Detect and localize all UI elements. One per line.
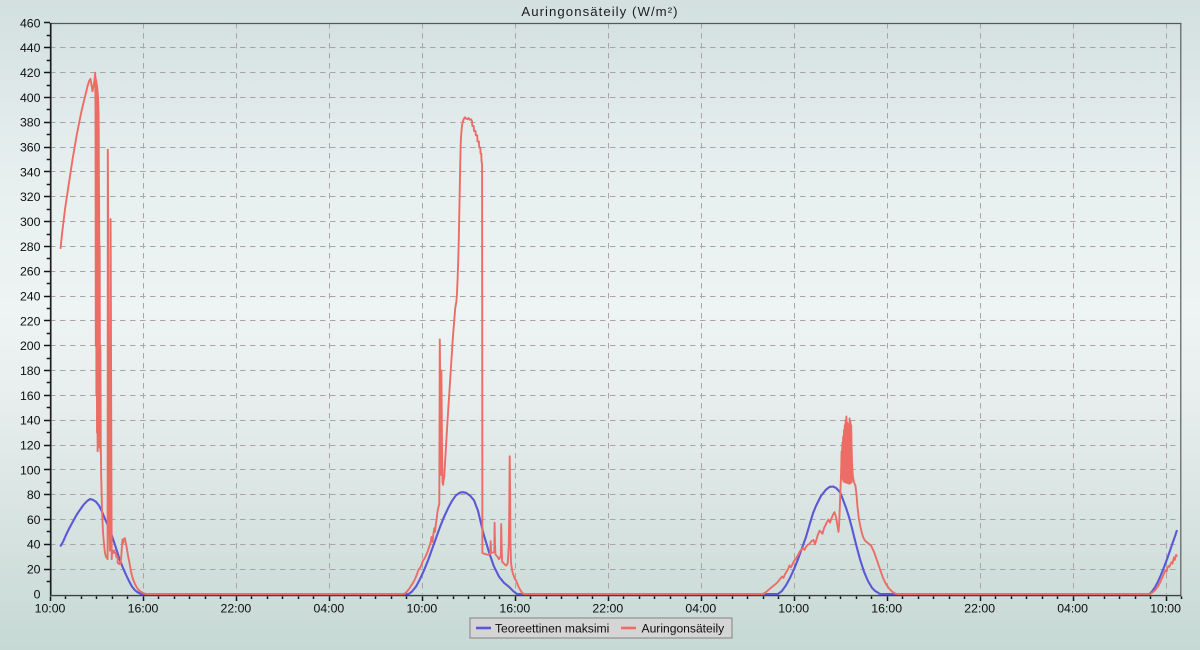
svg-text:420: 420: [20, 66, 41, 80]
svg-text:360: 360: [20, 141, 41, 155]
svg-text:16:00: 16:00: [128, 602, 159, 616]
svg-text:16:00: 16:00: [499, 602, 530, 616]
svg-text:40: 40: [27, 538, 41, 552]
svg-text:60: 60: [27, 513, 41, 527]
svg-text:320: 320: [20, 190, 41, 204]
svg-text:140: 140: [20, 414, 41, 428]
svg-text:400: 400: [20, 91, 41, 105]
svg-text:16:00: 16:00: [871, 602, 902, 616]
svg-text:Teoreettinen maksimi: Teoreettinen maksimi: [495, 621, 609, 635]
svg-text:22:00: 22:00: [221, 602, 252, 616]
svg-text:0: 0: [34, 587, 41, 601]
svg-text:10:00: 10:00: [1150, 602, 1181, 616]
svg-text:100: 100: [20, 463, 41, 477]
svg-text:300: 300: [20, 215, 41, 229]
svg-text:200: 200: [20, 339, 41, 353]
svg-text:Auringonsäteily: Auringonsäteily: [642, 621, 726, 635]
svg-text:180: 180: [20, 364, 41, 378]
svg-text:260: 260: [20, 265, 41, 279]
svg-text:22:00: 22:00: [964, 602, 995, 616]
svg-text:04:00: 04:00: [314, 602, 345, 616]
svg-text:20: 20: [27, 563, 41, 577]
svg-text:22:00: 22:00: [592, 602, 623, 616]
svg-text:440: 440: [20, 41, 41, 55]
svg-text:220: 220: [20, 314, 41, 328]
svg-text:380: 380: [20, 116, 41, 130]
svg-text:10:00: 10:00: [35, 602, 66, 616]
svg-text:10:00: 10:00: [778, 602, 809, 616]
svg-text:460: 460: [20, 16, 41, 30]
svg-text:04:00: 04:00: [1057, 602, 1088, 616]
svg-text:10:00: 10:00: [407, 602, 438, 616]
svg-text:160: 160: [20, 389, 41, 403]
svg-text:04:00: 04:00: [685, 602, 716, 616]
svg-text:120: 120: [20, 438, 41, 452]
svg-text:Auringonsäteily (W/m²): Auringonsäteily (W/m²): [521, 4, 678, 19]
svg-text:80: 80: [27, 488, 41, 502]
svg-text:340: 340: [20, 165, 41, 179]
svg-text:280: 280: [20, 240, 41, 254]
svg-text:240: 240: [20, 290, 41, 304]
